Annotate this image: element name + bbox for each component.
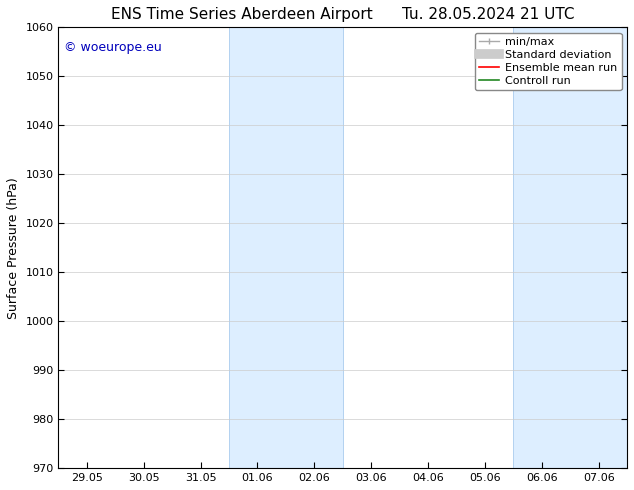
Title: ENS Time Series Aberdeen Airport      Tu. 28.05.2024 21 UTC: ENS Time Series Aberdeen Airport Tu. 28.… xyxy=(111,7,574,22)
Y-axis label: Surface Pressure (hPa): Surface Pressure (hPa) xyxy=(7,177,20,318)
Bar xyxy=(229,27,343,468)
Bar xyxy=(514,27,627,468)
Legend: min/max, Standard deviation, Ensemble mean run, Controll run: min/max, Standard deviation, Ensemble me… xyxy=(475,33,621,90)
Text: © woeurope.eu: © woeurope.eu xyxy=(64,41,162,53)
